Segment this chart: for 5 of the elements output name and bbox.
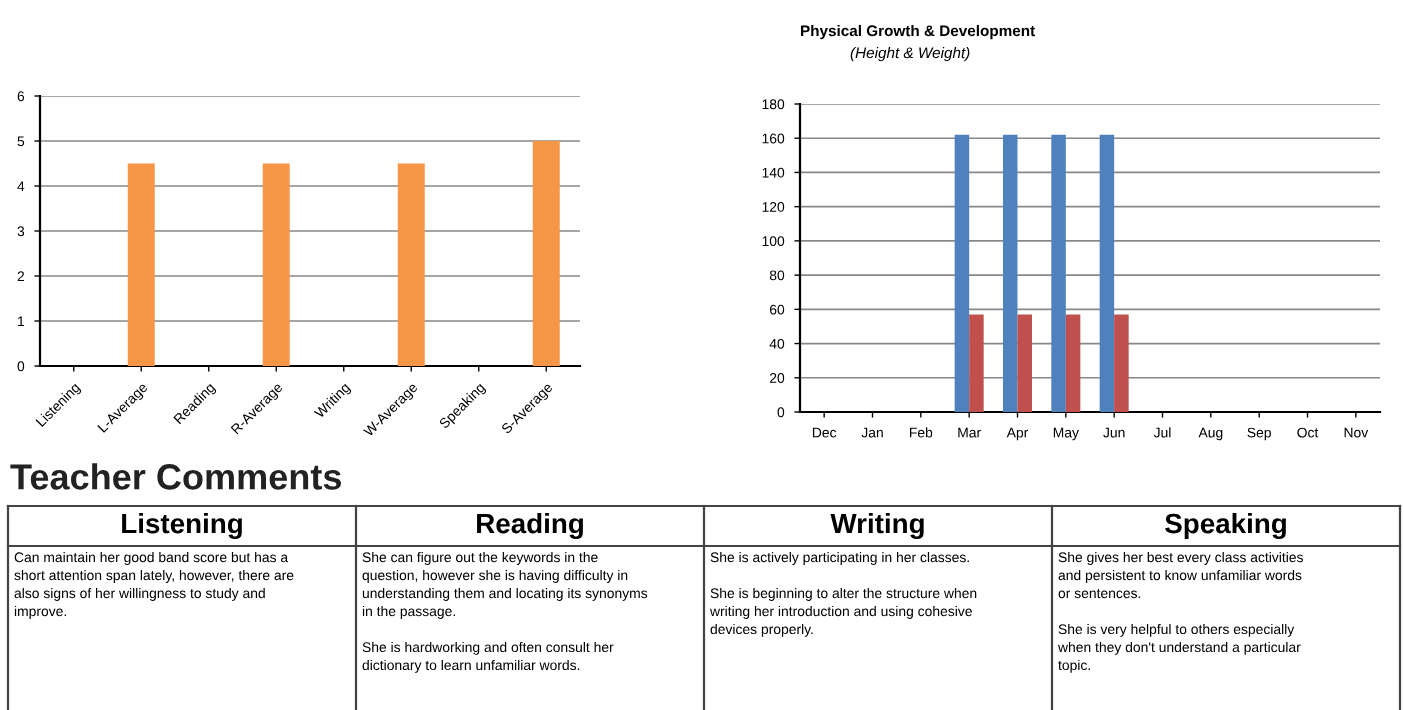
category-label: Writing bbox=[830, 512, 924, 540]
category-label: Speaking bbox=[1165, 512, 1286, 540]
category-label: Listening bbox=[122, 512, 242, 540]
category-label: Reading bbox=[477, 512, 583, 540]
text: Teacher Comments bbox=[10, 463, 341, 490]
